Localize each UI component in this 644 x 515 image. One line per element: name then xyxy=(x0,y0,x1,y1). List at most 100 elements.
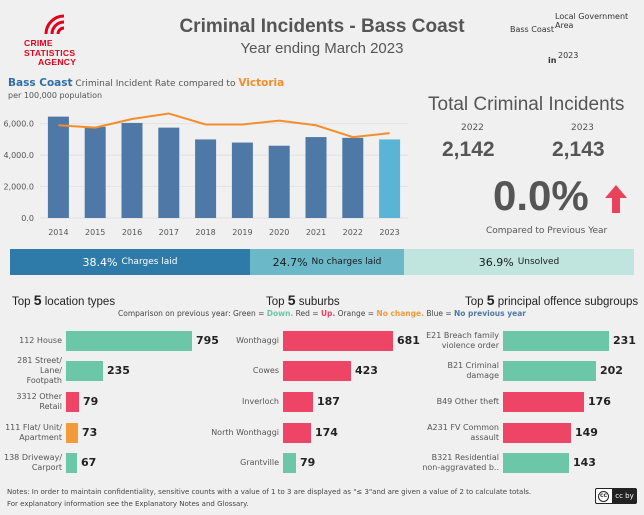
cc-license-badge[interactable]: cc cc by xyxy=(595,488,637,504)
locations-item-label: 281 Street/ Lane/ Footpath xyxy=(17,356,62,385)
rate-bar[interactable] xyxy=(84,126,106,218)
logo-mark-icon xyxy=(44,14,65,35)
offences-heading-text: principal offence subgroups xyxy=(497,296,639,308)
curr-year-label: 2023 xyxy=(571,123,594,133)
rate-bar[interactable] xyxy=(305,137,327,218)
top-word: Top xyxy=(266,296,285,308)
victoria-rate-line[interactable] xyxy=(58,112,390,139)
logo-line-3: AGENCY xyxy=(38,57,77,67)
outcome-segment[interactable]: 38.4% Charges laid xyxy=(10,249,250,275)
rate-bar[interactable] xyxy=(121,122,143,218)
legend-orange-text: Orange = xyxy=(335,309,377,318)
locations-item-label: 138 Driveway/ Carport xyxy=(4,453,63,472)
outcome-segment[interactable]: 24.7% No charges laid xyxy=(250,249,404,275)
locations-bar[interactable] xyxy=(66,392,79,412)
legend-red-text: Red = xyxy=(293,309,321,318)
outcome-percent: 38.4% xyxy=(82,255,118,269)
outcome-segment[interactable]: 36.9% Unsolved xyxy=(404,249,634,275)
rate-bar[interactable] xyxy=(342,137,364,218)
x-tick-label: 2014 xyxy=(48,228,68,237)
top-word: Top xyxy=(12,296,31,308)
offences-item-label: B49 Other theft xyxy=(436,397,499,406)
outcome-label: Unsolved xyxy=(517,257,560,267)
x-tick-label: 2016 xyxy=(122,228,142,237)
top-suburbs-heading: Top 5 suburbs xyxy=(266,292,340,308)
suburbs-value: 79 xyxy=(300,456,316,469)
x-tick-label: 2019 xyxy=(232,228,252,237)
change-percent: 0.0% xyxy=(493,172,589,219)
offences-value: 143 xyxy=(573,456,596,469)
suburbs-bar[interactable] xyxy=(283,423,311,443)
rate-bar[interactable] xyxy=(195,139,217,218)
locations-bar[interactable] xyxy=(66,361,103,381)
locations-heading-text: location types xyxy=(44,296,116,308)
legend-blue-text: Blue = xyxy=(423,309,454,318)
outcome-percent: 36.9% xyxy=(478,255,514,269)
locations-bar[interactable] xyxy=(66,453,77,473)
year-selector[interactable]: 2023 xyxy=(558,51,579,60)
offences-bar[interactable] xyxy=(503,361,596,381)
suburbs-item-label: Cowes xyxy=(252,366,279,375)
top-offences-heading: Top 5 principal offence subgroups xyxy=(465,292,638,308)
curr-year-total: 2,143 xyxy=(552,138,605,161)
rate-bar[interactable] xyxy=(47,116,69,218)
top-count: 5 xyxy=(33,292,42,308)
suburbs-bar[interactable] xyxy=(283,361,351,381)
rate-chart-subheading: per 100,000 population xyxy=(8,91,103,100)
outcome-percent: 24.7% xyxy=(272,255,308,269)
y-tick-label: 4,000.0 xyxy=(3,151,34,160)
lga-selector[interactable]: Bass Coast xyxy=(510,25,554,34)
offences-value: 231 xyxy=(613,334,636,347)
legend-up: Up. xyxy=(320,309,336,318)
offences-bar[interactable] xyxy=(503,423,571,443)
legend-noprev: No previous year xyxy=(454,309,526,318)
suburbs-value: 681 xyxy=(397,334,420,347)
rate-area-name: Bass Coast xyxy=(8,77,73,89)
suburbs-heading-text: suburbs xyxy=(298,296,340,308)
page-title: Criminal Incidents - Bass Coast xyxy=(179,16,465,37)
locations-value: 235 xyxy=(107,364,130,377)
x-tick-label: 2015 xyxy=(85,228,105,237)
notes-line-2[interactable]: For explanatory information see the Expl… xyxy=(7,500,249,508)
locations-value: 795 xyxy=(196,334,219,347)
top-count: 5 xyxy=(287,292,296,308)
comparison-legend: Comparison on previous year: Green = Dow… xyxy=(0,309,644,318)
suburbs-value: 174 xyxy=(315,426,338,439)
page-subtitle: Year ending March 2023 xyxy=(240,40,404,57)
suburbs-bar[interactable] xyxy=(283,331,393,351)
suburbs-bar[interactable] xyxy=(283,453,296,473)
y-tick-label: 0.0 xyxy=(21,214,34,223)
rate-chart-heading: Bass Coast Criminal Incident Rate compar… xyxy=(8,77,284,89)
offences-item-label: B321 Residential non-aggravated b.. xyxy=(422,453,499,472)
x-tick-label: 2023 xyxy=(379,228,399,237)
top-locations-heading: Top 5 location types xyxy=(12,292,115,308)
total-heading: Total Criminal Incidents xyxy=(428,94,625,115)
rate-bar[interactable] xyxy=(379,139,401,218)
offences-bar[interactable] xyxy=(503,453,569,473)
agency-logo: CRIME STATISTICS AGENCY xyxy=(12,8,82,67)
offences-bar[interactable] xyxy=(503,331,609,351)
x-tick-label: 2018 xyxy=(195,228,215,237)
locations-value: 79 xyxy=(83,395,99,408)
logo-line-1: CRIME xyxy=(24,38,53,48)
rate-bar[interactable] xyxy=(231,142,253,218)
suburbs-item-label: Inverloch xyxy=(242,397,279,406)
locations-bar[interactable] xyxy=(66,423,78,443)
rate-bar[interactable] xyxy=(268,145,290,218)
suburbs-value: 423 xyxy=(355,364,378,377)
locations-value: 67 xyxy=(81,456,97,469)
rate-bar[interactable] xyxy=(158,127,180,218)
change-caption: Compared to Previous Year xyxy=(486,226,608,236)
legend-prefix: Comparison on previous year: Green = xyxy=(118,309,267,318)
offences-value: 149 xyxy=(575,426,598,439)
notes-line-1: Notes: In order to maintain confidential… xyxy=(7,488,532,496)
suburbs-bar[interactable] xyxy=(283,392,313,412)
legend-down: Down. xyxy=(266,309,294,318)
suburbs-value: 187 xyxy=(317,395,340,408)
x-tick-label: 2017 xyxy=(159,228,179,237)
locations-bar[interactable] xyxy=(66,331,192,351)
rate-heading-mid: Criminal Incident Rate compared to xyxy=(72,79,239,89)
lga-label: Local Government Area xyxy=(555,12,629,30)
offences-bar[interactable] xyxy=(503,392,584,412)
top-count: 5 xyxy=(486,292,495,308)
